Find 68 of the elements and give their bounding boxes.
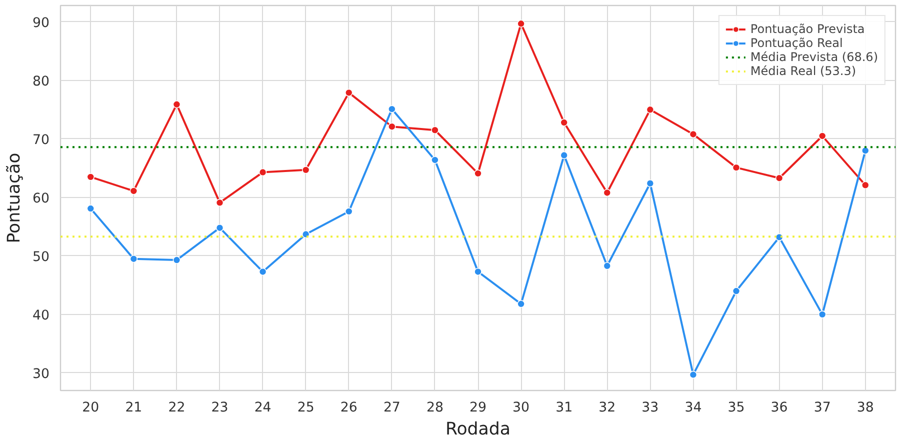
- x-tick-label: 21: [125, 400, 142, 416]
- point: [344, 88, 353, 97]
- y-tick-label: 30: [32, 366, 50, 382]
- x-tick-label: 20: [82, 400, 100, 416]
- point: [216, 198, 224, 207]
- y-tick-label: 80: [32, 74, 50, 90]
- x-tick-label: 30: [512, 400, 530, 416]
- point: [431, 156, 439, 164]
- point: [431, 126, 439, 134]
- legend-label: Média Prevista (68.6): [750, 50, 878, 64]
- x-tick-label: 24: [254, 400, 272, 416]
- point: [861, 181, 870, 190]
- point: [388, 122, 396, 131]
- point: [732, 287, 740, 295]
- point: [302, 166, 310, 174]
- point: [130, 254, 138, 263]
- point: [646, 179, 654, 188]
- legend-label: Média Real (53.3): [750, 64, 856, 78]
- x-tick-label: 28: [426, 400, 444, 416]
- x-tick-label: 35: [728, 400, 745, 416]
- x-tick-label: 26: [340, 400, 358, 416]
- x-tick-label: 37: [814, 400, 831, 416]
- y-tick-label: 40: [32, 308, 50, 324]
- point: [560, 151, 568, 160]
- point: [474, 170, 482, 178]
- point: [172, 256, 181, 264]
- point: [646, 106, 654, 114]
- y-tick-label: 70: [32, 132, 50, 148]
- x-tick-label: 22: [168, 400, 186, 416]
- point: [861, 146, 870, 154]
- point: [603, 262, 612, 270]
- point: [344, 208, 353, 216]
- x-tick-label: 25: [297, 400, 314, 416]
- x-tick-label: 32: [598, 400, 616, 416]
- point: [603, 188, 612, 197]
- point: [560, 118, 568, 126]
- x-tick-label: 34: [684, 400, 702, 416]
- point: [474, 268, 482, 276]
- y-tick-label: 90: [32, 16, 50, 31]
- x-tick-label: 23: [211, 400, 228, 416]
- point: [130, 187, 138, 195]
- y-tick-label: 60: [32, 191, 50, 206]
- point: [216, 224, 224, 232]
- point: [689, 130, 698, 138]
- x-tick-label: 38: [856, 400, 874, 416]
- point: [517, 300, 525, 308]
- point: [388, 105, 396, 113]
- point: [517, 20, 525, 28]
- point: [86, 173, 95, 181]
- point: [86, 204, 95, 212]
- point: [172, 100, 181, 108]
- y-tick-label: 50: [32, 250, 50, 265]
- point: [818, 310, 826, 318]
- point: [258, 268, 267, 276]
- x-tick-label: 36: [770, 400, 788, 416]
- x-tick-label: 31: [556, 400, 573, 416]
- point: [775, 174, 784, 182]
- y-axis-title: Pontuação: [4, 152, 25, 244]
- x-tick-label: 29: [470, 400, 486, 416]
- point: [732, 164, 740, 172]
- x-axis-title: Rodada: [445, 420, 511, 440]
- point: [818, 132, 826, 140]
- legend-label: Pontuação Real: [750, 36, 843, 50]
- legend-label: Pontuação Prevista: [750, 22, 865, 36]
- point: [258, 168, 267, 176]
- x-tick-label: 27: [383, 400, 400, 416]
- x-tick-label: 33: [642, 400, 659, 416]
- point: [689, 370, 698, 379]
